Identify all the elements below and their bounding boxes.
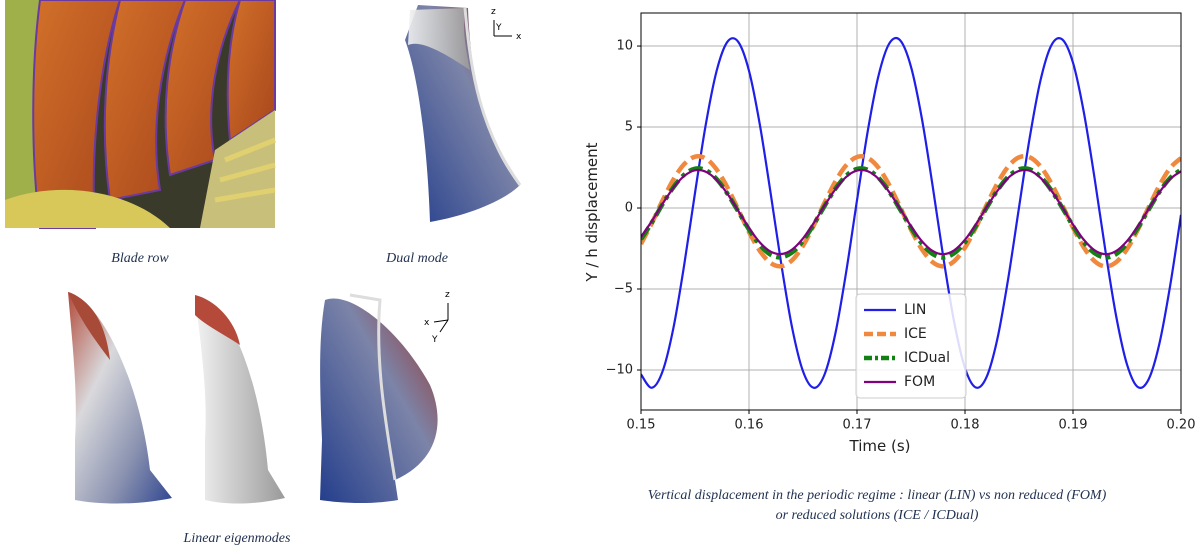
legend: LIN ICE ICDual FOM bbox=[855, 293, 967, 399]
legend-label: ICDual bbox=[904, 350, 950, 366]
y-tick-label: −10 bbox=[606, 362, 633, 377]
y-tick-label: 10 bbox=[616, 39, 633, 54]
chart-caption: Vertical displacement in the periodic re… bbox=[648, 488, 1107, 503]
blade-row-image bbox=[5, 0, 276, 229]
triad-label: z bbox=[445, 290, 450, 300]
y-tick-label: 0 bbox=[625, 201, 633, 216]
triad-label: z bbox=[491, 7, 496, 17]
x-tick-label: 0.16 bbox=[735, 418, 764, 433]
series-line bbox=[641, 36, 1181, 389]
series-line bbox=[641, 168, 1181, 256]
axes-frame bbox=[640, 12, 1182, 411]
triad-label: x bbox=[516, 32, 522, 42]
triad-label: Y bbox=[495, 23, 502, 33]
x-tick-label: 0.19 bbox=[1059, 418, 1088, 433]
caption: Dual mode bbox=[385, 251, 448, 266]
caption: Blade row bbox=[111, 251, 169, 266]
triad-label: x bbox=[424, 318, 430, 328]
x-tick-label: 0.17 bbox=[843, 418, 872, 433]
legend-label: ICE bbox=[904, 326, 927, 342]
triad-label: Y bbox=[431, 335, 438, 345]
x-axis-label: Time (s) bbox=[849, 437, 911, 455]
x-tick-label: 0.18 bbox=[951, 418, 980, 433]
series-group bbox=[641, 36, 1181, 389]
eigenmodes-image: z x Y bbox=[68, 290, 450, 504]
legend-box bbox=[855, 293, 967, 399]
y-tick-label: 5 bbox=[625, 120, 633, 135]
y-tick-label: −5 bbox=[614, 282, 633, 297]
caption: Linear eigenmodes bbox=[183, 531, 291, 546]
legend-label: LIN bbox=[904, 302, 926, 318]
dual-mode-image: z Y x bbox=[405, 5, 522, 222]
plot-area: 0.15 0.16 0.17 0.18 0.19 0.20 −10 −5 0 5 10 LIN ICE I… bbox=[606, 12, 1196, 433]
x-tick-label: 0.20 bbox=[1167, 418, 1196, 433]
chart-caption: or reduced solutions (ICE / ICDual) bbox=[776, 508, 979, 523]
y-axis-label: Y / h displacement bbox=[583, 142, 601, 282]
x-tick-label: 0.15 bbox=[627, 418, 656, 433]
legend-label: FOM bbox=[904, 374, 935, 390]
